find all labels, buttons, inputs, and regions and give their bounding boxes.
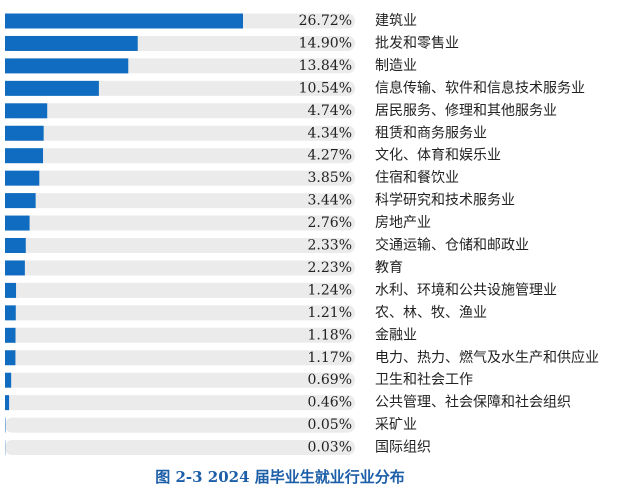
category-label: 居民服务、修理和其他服务业 <box>375 103 557 119</box>
bar <box>5 125 44 141</box>
category-label: 采矿业 <box>375 417 417 433</box>
value-label: 4.74% <box>308 103 352 119</box>
bar-track <box>5 260 355 276</box>
bar <box>5 305 16 321</box>
bar <box>5 103 48 119</box>
bar-track <box>5 125 355 141</box>
bar <box>5 327 16 343</box>
category-label: 电力、热力、燃气及水生产和供应业 <box>375 349 599 366</box>
category-label: 国际组织 <box>375 440 431 456</box>
value-label: 2.33% <box>308 238 352 254</box>
category-label: 住宿和餐饮业 <box>375 169 459 186</box>
category-label: 租赁和商务服务业 <box>375 125 487 141</box>
value-label: 4.34% <box>308 125 352 141</box>
category-label: 交通运输、仓储和邮政业 <box>375 237 529 254</box>
value-label: 26.72% <box>299 13 352 29</box>
value-label: 4.27% <box>308 148 352 164</box>
chart-title: 图 2-3 2024 届毕业生就业行业分布 <box>155 468 405 486</box>
category-label: 房地产业 <box>375 215 431 231</box>
bar <box>5 350 16 366</box>
bar-track <box>5 170 355 186</box>
bar <box>5 215 30 231</box>
category-label: 卫生和社会工作 <box>375 372 473 388</box>
value-label: 0.05% <box>308 417 352 433</box>
value-label: 0.69% <box>308 372 352 388</box>
value-label: 2.23% <box>308 260 352 276</box>
bar-track <box>5 395 355 411</box>
category-label: 建筑业 <box>375 13 417 29</box>
bar <box>5 80 99 96</box>
bar <box>5 35 138 51</box>
bar <box>5 395 10 411</box>
bar <box>5 13 243 29</box>
bar <box>5 238 26 253</box>
category-label: 公共管理、社会保障和社会组织 <box>375 395 571 411</box>
value-label: 10.54% <box>299 80 352 96</box>
bar <box>5 58 129 74</box>
category-label: 信息传输、软件和信息技术服务业 <box>375 79 585 96</box>
value-label: 1.17% <box>308 350 352 366</box>
category-label: 科学研究和技术服务业 <box>375 193 515 209</box>
value-label: 3.44% <box>308 193 352 209</box>
value-label: 1.21% <box>308 305 352 321</box>
value-label: 1.18% <box>308 327 352 343</box>
bar <box>5 282 17 298</box>
bar-track <box>5 103 355 119</box>
bar <box>5 170 40 186</box>
value-label: 2.76% <box>308 215 352 231</box>
bar <box>5 148 44 164</box>
bar-track <box>5 417 355 433</box>
bar <box>5 193 36 209</box>
bar-track <box>5 238 355 253</box>
bar-track <box>5 215 355 231</box>
value-label: 3.85% <box>308 170 352 186</box>
value-label: 13.84% <box>299 58 352 74</box>
bar-track <box>5 282 355 298</box>
category-label: 批发和零售业 <box>375 35 459 51</box>
value-label: 0.46% <box>308 395 352 411</box>
bar-track <box>5 148 355 164</box>
category-label: 金融业 <box>375 327 417 343</box>
value-label: 14.90% <box>299 35 352 51</box>
category-label: 教育 <box>375 260 403 276</box>
category-label: 制造业 <box>375 58 417 74</box>
bar-track <box>5 305 355 321</box>
bar-track <box>5 350 355 366</box>
category-label: 农、林、牧、渔业 <box>375 305 487 321</box>
bar-track <box>5 193 355 209</box>
bar <box>5 372 12 388</box>
bar <box>5 260 25 276</box>
bar-track <box>5 327 355 343</box>
category-label: 水利、环境和公共设施管理业 <box>375 282 557 298</box>
value-label: 0.03% <box>308 440 352 456</box>
value-label: 1.24% <box>308 282 352 298</box>
bar-track <box>5 440 355 456</box>
category-label: 文化、体育和娱乐业 <box>375 148 501 164</box>
bar-track <box>5 372 355 388</box>
